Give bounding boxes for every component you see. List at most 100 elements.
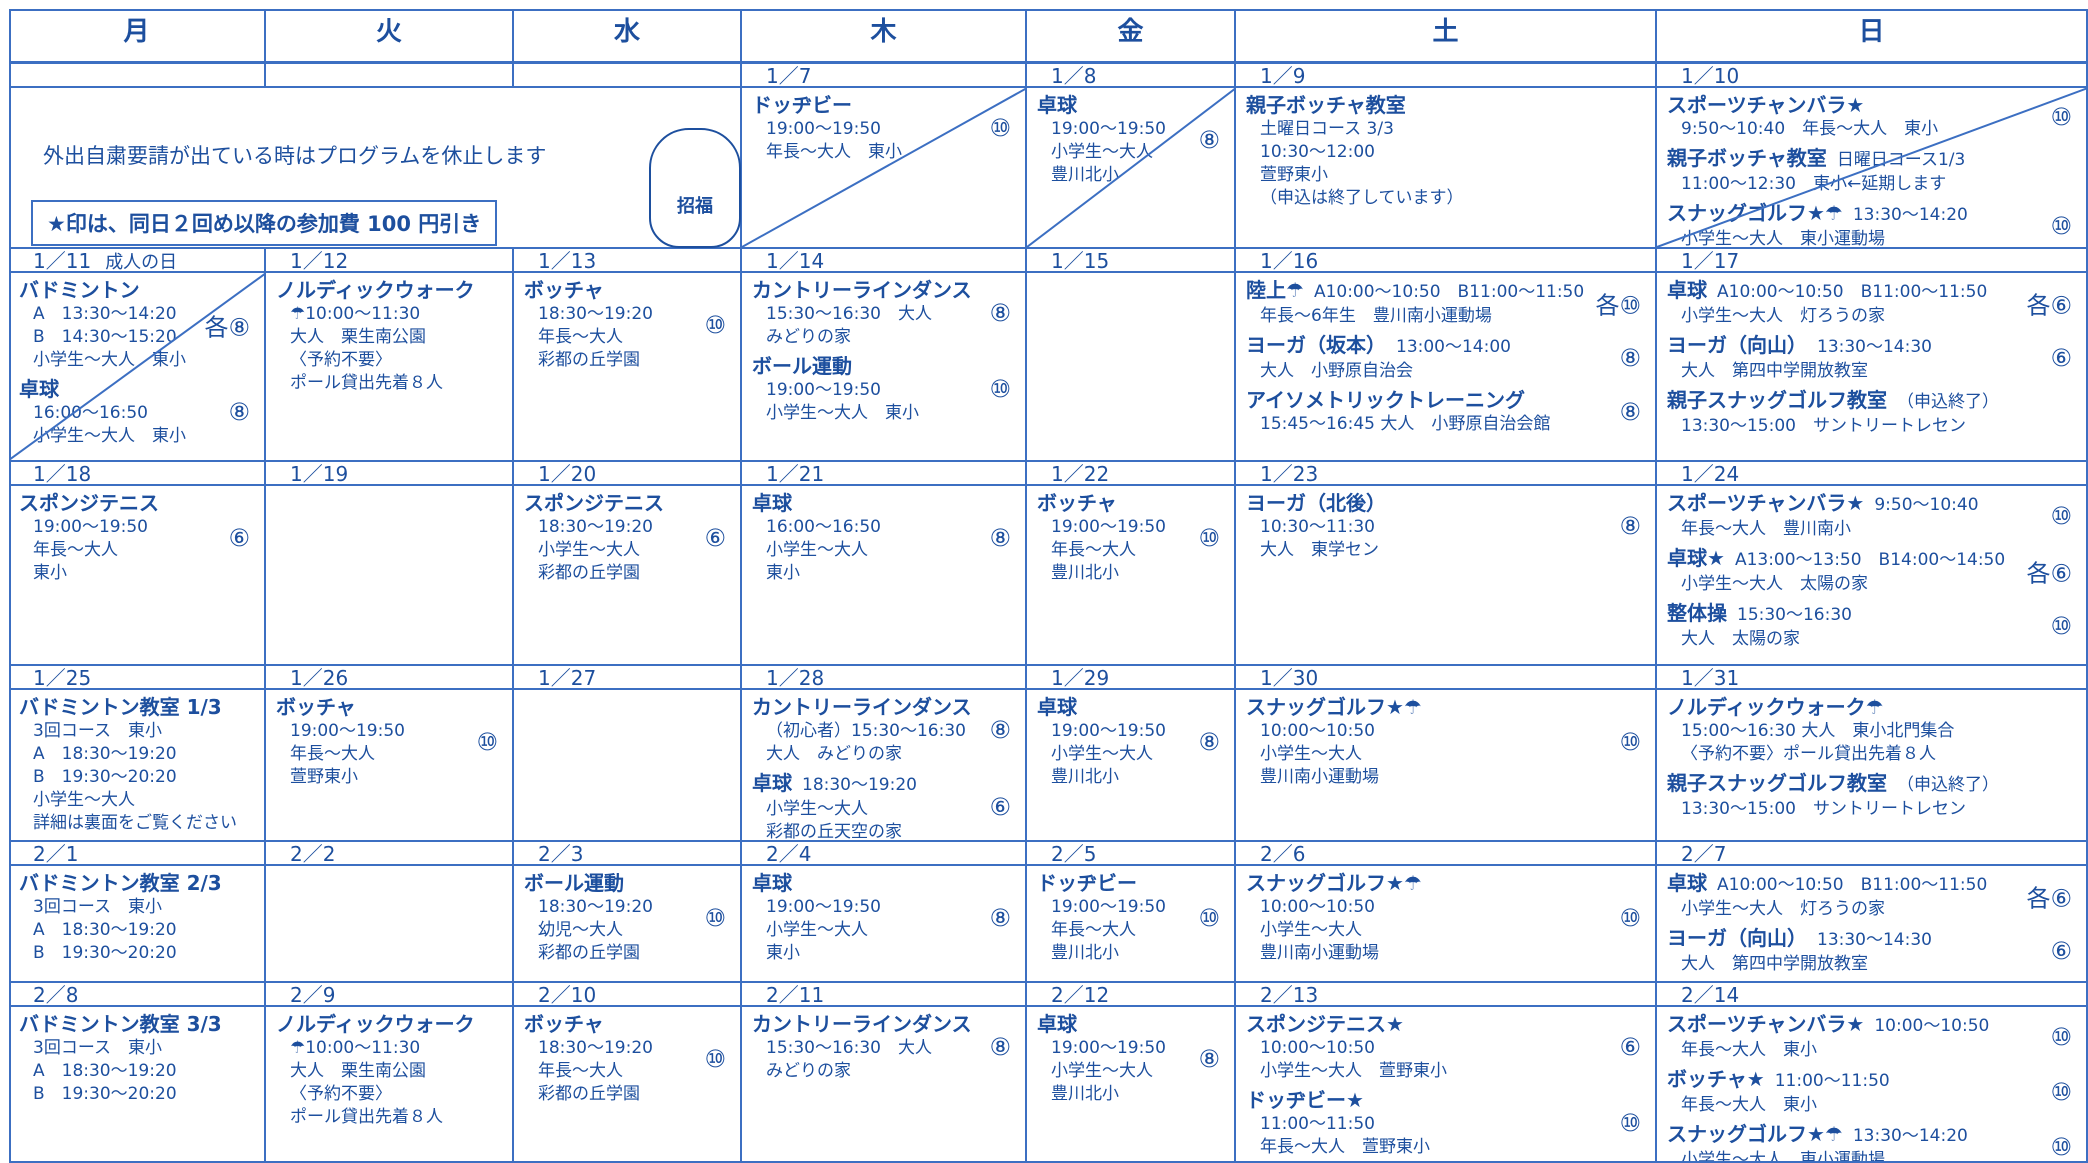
- cell-body: スポンジテニス 18:30〜19:20 小学生〜大人 彩都の丘学園 ⑥: [514, 486, 740, 585]
- event: ドッヂビー★ 11:00〜11:50 年長〜大人 萱野東小 ⑩: [1246, 1087, 1649, 1159]
- fee: ⑥: [1619, 1033, 1641, 1061]
- event-name: ノルディックウォーク: [276, 277, 475, 303]
- event: ノルディックウォーク☂ 15:00〜16:30 大人 東小北門集合 〈予約不要〉ポー…: [1667, 694, 2080, 766]
- event: ノルディックウォーク ☂10:00〜11:30 大人 栗生南公園 〈予約不要〉 ポール貸…: [276, 277, 506, 395]
- event: 卓球 19:00〜19:50 小学生〜大人 豊川北小 ⑧: [1037, 694, 1228, 789]
- event-title: ヨーガ（坂本）: [1246, 333, 1386, 357]
- event-detail: 18:30〜19:20: [538, 1038, 653, 1058]
- event-title: スポンジテニス★: [1246, 1012, 1404, 1036]
- event-detail: B 19:30〜20:20: [33, 767, 177, 787]
- event-detail: B 19:30〜20:20: [33, 943, 177, 963]
- event: 卓球 A10:00〜10:50 B11:00〜11:50 小学生〜大人 灯ろうの家 各…: [1667, 870, 2080, 921]
- day-cell: 1／22 ボッチャ 19:00〜19:50 年長〜大人 豊川北小 ⑩: [1027, 462, 1236, 666]
- event-detail: 16:00〜16:50: [33, 403, 148, 423]
- fee: ⑥: [2050, 936, 2072, 965]
- event-time: （申込終了）: [1897, 775, 1999, 795]
- date-bar: 2／8: [9, 983, 264, 1007]
- date: 2／13: [1260, 983, 1319, 1007]
- day-cell: 1／14 カントリーラインダンス 15:30〜16:30 大人 みどりの家 ⑧ ボール運動…: [742, 249, 1027, 462]
- date: 1／19: [290, 462, 349, 486]
- date-bar: 1／21: [742, 462, 1025, 486]
- fee: ⑩: [989, 114, 1011, 142]
- event-detail: 19:00〜19:50: [1051, 1038, 1166, 1058]
- cell-body: [266, 486, 512, 490]
- cell-body: ドッヂビー 19:00〜19:50 年長〜大人 東小 ⑩: [742, 88, 1025, 164]
- event-time: 日曜日コース1/3: [1836, 150, 1966, 170]
- cell-body: スポンジテニス 19:00〜19:50 年長〜大人 東小 ⑥: [9, 486, 264, 585]
- date-bar: 2／13: [1236, 983, 1655, 1007]
- event-name: カントリーラインダンス: [752, 694, 972, 720]
- date: 2／1: [33, 842, 79, 866]
- event: ドッヂビー 19:00〜19:50 年長〜大人 東小 ⑩: [752, 92, 1019, 164]
- event-title: スポンジテニス: [19, 491, 159, 515]
- event-name: 卓球 A10:00〜10:50 B11:00〜11:50: [1667, 870, 2016, 898]
- event-time: 13:00〜14:00: [1396, 337, 1511, 357]
- event-title: カントリーラインダンス: [752, 695, 972, 719]
- day-header: 土: [1236, 9, 1657, 64]
- event-title: ノルディックウォーク: [276, 278, 475, 302]
- event-detail: 小学生〜大人 東小運動場: [1681, 229, 1885, 249]
- day-header: 月: [9, 9, 266, 64]
- event-detail: 10:00〜10:50: [1260, 1038, 1375, 1058]
- fee: ⑥: [2050, 343, 2072, 372]
- day-cell: 2／9 ノルディックウォーク ☂10:00〜11:30 大人 栗生南公園 〈予約不要〉ポ…: [266, 983, 514, 1163]
- event-name: バドミントン教室 1/3: [19, 694, 222, 720]
- event: 親子ボッチャ教室 日曜日コース1/3 11:00〜12:30 東小←延期します: [1667, 145, 2080, 196]
- event-time: A10:00〜10:50 B11:00〜11:50: [1717, 282, 1988, 302]
- event-detail: 小学生〜大人: [33, 790, 135, 810]
- event-title: 卓球: [1667, 871, 1707, 895]
- date: 2／11: [766, 983, 825, 1007]
- event-detail: 19:00〜19:50: [1051, 721, 1166, 741]
- mascot-badge: 招福: [649, 128, 741, 248]
- event-detail: （初心者）15:30〜16:30: [766, 721, 966, 741]
- event-detail: ポール貸出先着８人: [290, 373, 443, 393]
- fee: ⑩: [476, 727, 498, 756]
- event: ボール運動 19:00〜19:50 小学生〜大人 東小 ⑩: [752, 353, 1019, 425]
- date-bar: 1／26: [266, 666, 512, 690]
- day-cell: 1／28 カントリーラインダンス （初心者）15:30〜16:30 大人 みどりの家 ⑧…: [742, 666, 1027, 842]
- date-bar: 2／2: [266, 842, 512, 866]
- fee: ⑧: [989, 716, 1011, 744]
- event-title: ノルディックウォーク☂: [1667, 695, 1884, 719]
- cell-body: バドミントン教室 2/3 3回コース 東小 A 18:30〜19:20 B 19:30…: [9, 866, 264, 965]
- fee: 各⑥: [2026, 291, 2072, 319]
- day-cell: 1／9 親子ボッチャ教室 土曜日コース 3/3 10:30〜12:00 萱野東小 （申込は…: [1236, 64, 1657, 249]
- event: バドミントン教室 2/3 3回コース 東小 A 18:30〜19:20 B 19:30…: [19, 870, 258, 965]
- event-detail: 豊川北小: [1051, 943, 1119, 963]
- day-header: 水: [514, 9, 742, 64]
- fee: ⑧: [1198, 125, 1220, 154]
- date: 2／3: [538, 842, 584, 866]
- cell-body: [1027, 273, 1234, 277]
- event-title: 卓球: [1037, 93, 1077, 117]
- date: 1／26: [290, 666, 349, 690]
- event-detail: 18:30〜19:20: [538, 517, 653, 537]
- event-detail: 10:00〜10:50: [1260, 721, 1375, 741]
- cell-body: 卓球 A10:00〜10:50 B11:00〜11:50 小学生〜大人 灯ろうの家 各…: [1657, 273, 2086, 438]
- event-title: スナッグゴルフ★☂: [1667, 201, 1843, 225]
- event-detail: 幼児〜大人: [538, 920, 623, 940]
- day-cell: 1／25 バドミントン教室 1/3 3回コース 東小 A 18:30〜19:20 B 1…: [9, 666, 266, 842]
- event-detail: 小学生〜大人: [766, 920, 868, 940]
- event-detail: 15:30〜16:30 大人: [766, 304, 932, 324]
- event-detail: 年長〜大人: [1051, 920, 1136, 940]
- event-detail: 9:50〜10:40 年長〜大人 東小: [1681, 119, 1939, 139]
- fee: ⑩: [1198, 903, 1220, 932]
- event-name: ボッチャ★ 11:00〜11:50: [1667, 1066, 2016, 1094]
- date: 2／14: [1681, 983, 1740, 1007]
- event-detail: 彩都の丘学園: [538, 1084, 640, 1104]
- event-detail: 3回コース 東小: [33, 721, 162, 741]
- event-name: バドミントン: [19, 277, 194, 303]
- event-name: ヨーガ（向山） 13:30〜14:30: [1667, 925, 2016, 953]
- event: 親子ボッチャ教室 土曜日コース 3/3 10:30〜12:00 萱野東小 （申込は終了し…: [1246, 92, 1649, 210]
- date: 1／18: [33, 462, 92, 486]
- event: バドミントン教室 1/3 3回コース 東小 A 18:30〜19:20 B 19:30…: [19, 694, 258, 835]
- day-cell: 2／3 ボール運動 18:30〜19:20 幼児〜大人 彩都の丘学園 ⑩: [514, 842, 742, 983]
- fee: ⑧: [1619, 512, 1641, 540]
- cell-body: スポーツチャンバラ★ 9:50〜10:40 年長〜大人 豊川南小 ⑩ 卓球★ A13:00…: [1657, 486, 2086, 651]
- date: 1／24: [1681, 462, 1740, 486]
- event-detail: ☂10:00〜11:30: [290, 304, 421, 324]
- event-title: スポーツチャンバラ★: [1667, 93, 1865, 117]
- event-name: ヨーガ（坂本） 13:00〜14:00: [1246, 332, 1585, 360]
- cell-body: ドッヂビー 19:00〜19:50 年長〜大人 豊川北小 ⑩: [1027, 866, 1234, 965]
- fee: 各⑩: [1595, 291, 1641, 319]
